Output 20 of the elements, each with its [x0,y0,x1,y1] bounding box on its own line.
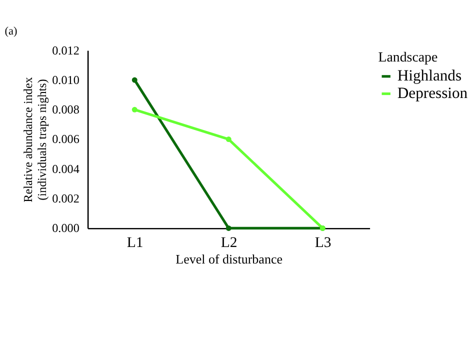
y-tick-label: 0.006 [52,132,80,146]
x-tick-label: L1 [126,234,144,251]
point [132,106,138,112]
x-tick-label: L2 [220,234,238,251]
point [226,225,232,231]
x-axis-title: Level of disturbance [176,251,283,266]
point [226,136,232,142]
chart-title: (a) [4,26,18,38]
y-tick-label: 0.012 [52,43,80,58]
legend-label: Depression [397,85,468,102]
legend-title: Landscape [378,50,438,66]
y-axis-title: Relative abundance index (individuals traps nights) [21,77,49,202]
y-tick-label: 0.010 [52,72,80,87]
y-tick-label: 0.004 [52,162,80,176]
y-tick-label: 0.008 [52,102,80,117]
legend-label: Highlands [397,68,462,85]
point [132,77,138,83]
y-tick-label: 0.002 [52,191,80,206]
x-tick-label: L3 [314,234,332,251]
y-tick-label: 0.000 [52,221,80,236]
